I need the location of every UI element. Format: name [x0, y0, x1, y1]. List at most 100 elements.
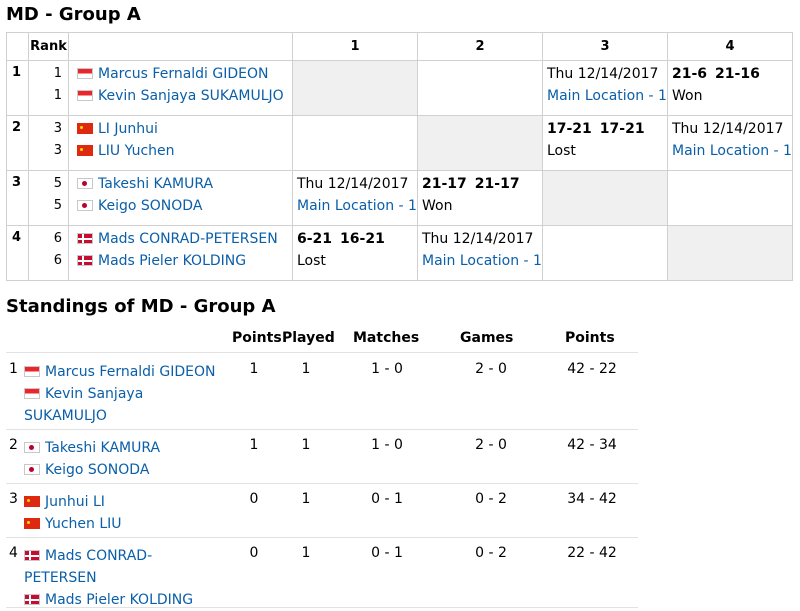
- player-link[interactable]: Mads CONRAD-PETERSEN: [24, 548, 153, 586]
- standings-played: 1: [301, 491, 311, 507]
- player-link[interactable]: Takeshi KAMURA: [45, 440, 161, 456]
- standings-pair: Mads CONRAD-PETERSEN Mads Pieler KOLDING: [24, 545, 224, 611]
- standings-games: 0 - 2: [475, 491, 507, 507]
- game-score: 16-21: [340, 231, 385, 247]
- player-link[interactable]: Mads Pieler KOLDING: [45, 592, 194, 608]
- standings-games: 2 - 0: [475, 437, 507, 453]
- match-score: 21-6 21-16: [672, 63, 792, 85]
- player-link[interactable]: Junhui LI: [45, 494, 105, 510]
- player-link[interactable]: LIU Yuchen: [98, 143, 175, 159]
- table-row: 2 3 3 LI Junhui LIU Yuchen 17-21 17-21 Lost Thu …: [6, 115, 793, 171]
- position-number: 2: [6, 115, 29, 171]
- player-link[interactable]: Keigo SONODA: [45, 462, 150, 478]
- position-number: 3: [6, 170, 29, 226]
- location-link[interactable]: Main Location - 1: [422, 253, 542, 269]
- match-outcome: Lost: [297, 253, 326, 269]
- player-line: Mads CONRAD-PETERSEN: [77, 228, 292, 250]
- standings-matches: 0 - 1: [371, 491, 403, 507]
- japan-flag-icon: [24, 463, 40, 475]
- empty-match-cell: [417, 60, 543, 116]
- standings-row: 4 Mads CONRAD-PETERSEN Mads Pieler KOLDING…: [6, 537, 638, 608]
- location-link[interactable]: Main Location - 1: [297, 198, 417, 214]
- game-score: 17-21: [547, 121, 592, 137]
- group-title: MD - Group A: [6, 4, 141, 25]
- denmark-flag-icon: [24, 549, 40, 561]
- player-rank: 1: [53, 88, 62, 103]
- standings-points: 1: [249, 437, 259, 453]
- scheduled-match-cell: Thu 12/14/2017 Main Location - 1: [417, 225, 543, 281]
- scheduled-match-cell: Thu 12/14/2017 Main Location - 1: [542, 60, 668, 116]
- standings-player-line: Takeshi KAMURA: [24, 437, 224, 459]
- match-location-line: Main Location - 1: [672, 140, 792, 162]
- player-link[interactable]: Kevin Sanjaya SUKAMULJO: [98, 88, 284, 104]
- empty-match-cell: [542, 225, 668, 281]
- player-link[interactable]: Mads CONRAD-PETERSEN: [98, 231, 278, 247]
- location-link[interactable]: Main Location - 1: [672, 143, 792, 159]
- match-location-line: Main Location - 1: [422, 250, 542, 272]
- player-link[interactable]: Mads Pieler KOLDING: [98, 253, 247, 269]
- match-date: Thu 12/14/2017: [547, 66, 659, 82]
- player-link[interactable]: Keigo SONODA: [98, 198, 203, 214]
- japan-flag-icon: [77, 177, 93, 189]
- indonesia-flag-icon: [77, 89, 93, 101]
- col-header-2: 2: [417, 32, 543, 61]
- player-link[interactable]: Kevin Sanjaya SUKAMULJO: [24, 386, 144, 424]
- standings-matches: 1 - 0: [371, 361, 403, 377]
- player-header: [68, 32, 293, 61]
- game-score: 21-16: [715, 66, 760, 82]
- standings-points: 1: [249, 361, 259, 377]
- standings-player-line: Mads Pieler KOLDING: [24, 589, 224, 611]
- standings-pair: Junhui LI Yuchen LIU: [24, 491, 224, 535]
- standings-pair: Takeshi KAMURA Keigo SONODA: [24, 437, 224, 481]
- match-result-cell[interactable]: 17-21 17-21 Lost: [542, 115, 668, 171]
- self-match-cell: [667, 225, 793, 281]
- player-line: LIU Yuchen: [77, 140, 292, 162]
- standings-games: 0 - 2: [475, 545, 507, 561]
- match-result-cell[interactable]: 21-17 21-17 Won: [417, 170, 543, 226]
- standings-points: 0: [249, 545, 259, 561]
- standings-game-points: 42 - 34: [567, 437, 617, 453]
- group-table: Rank 1 2 3 4 1 1 1 Marcus Fernaldi GIDEON Ke…: [6, 32, 793, 281]
- standings-row: 1 Marcus Fernaldi GIDEON Kevin Sanjaya SUK…: [6, 353, 638, 430]
- table-row: 4 6 6 Mads CONRAD-PETERSEN Mads Pieler KOLDI…: [6, 225, 793, 281]
- player-rank: 6: [53, 231, 62, 246]
- standings-player-line: Keigo SONODA: [24, 459, 224, 481]
- player-rank: 5: [53, 198, 62, 213]
- player-line: Mads Pieler KOLDING: [77, 250, 292, 272]
- table-row: 1 1 1 Marcus Fernaldi GIDEON Kevin Sanjaya S…: [6, 60, 793, 116]
- match-outcome: Won: [422, 198, 453, 214]
- indonesia-flag-icon: [24, 387, 40, 399]
- game-score: 21-17: [422, 176, 467, 192]
- col-header-3: 3: [542, 32, 668, 61]
- player-rank: 1: [53, 66, 62, 81]
- china-flag-icon: [24, 495, 40, 507]
- game-score: 21-17: [474, 176, 520, 192]
- match-date: Thu 12/14/2017: [422, 231, 534, 247]
- pair-cell: Takeshi KAMURA Keigo SONODA: [68, 170, 293, 226]
- standings-matches-header: Matches: [353, 330, 420, 346]
- match-result-cell[interactable]: 6-21 16-21 Lost: [292, 225, 418, 281]
- location-link[interactable]: Main Location - 1: [547, 88, 667, 104]
- scheduled-match-cell: Thu 12/14/2017 Main Location - 1: [667, 115, 793, 171]
- player-link[interactable]: Takeshi KAMURA: [98, 176, 214, 192]
- match-score: 6-21 16-21: [297, 228, 417, 250]
- player-link[interactable]: Marcus Fernaldi GIDEON: [98, 66, 269, 82]
- player-link[interactable]: LI Junhui: [98, 121, 158, 137]
- self-match-cell: [417, 115, 543, 171]
- standings-row: 2 Takeshi KAMURA Keigo SONODA 1 1 1 - 0 2 - 0 4…: [6, 429, 638, 484]
- standings-player-line: Marcus Fernaldi GIDEON: [24, 361, 224, 383]
- rank-header: Rank: [28, 32, 69, 61]
- standings-row: 3 Junhui LI Yuchen LIU 0 1 0 - 1 0 - 2 34 - 42: [6, 483, 638, 538]
- standings-played: 1: [301, 361, 311, 377]
- col-header-4: 4: [667, 32, 793, 61]
- match-result-cell[interactable]: 21-6 21-16 Won: [667, 60, 793, 116]
- player-link[interactable]: Marcus Fernaldi GIDEON: [45, 364, 216, 380]
- standings-games: 2 - 0: [475, 361, 507, 377]
- standings-games-header: Games: [460, 330, 514, 346]
- player-link[interactable]: Yuchen LIU: [45, 516, 122, 532]
- position-number: 4: [6, 225, 29, 281]
